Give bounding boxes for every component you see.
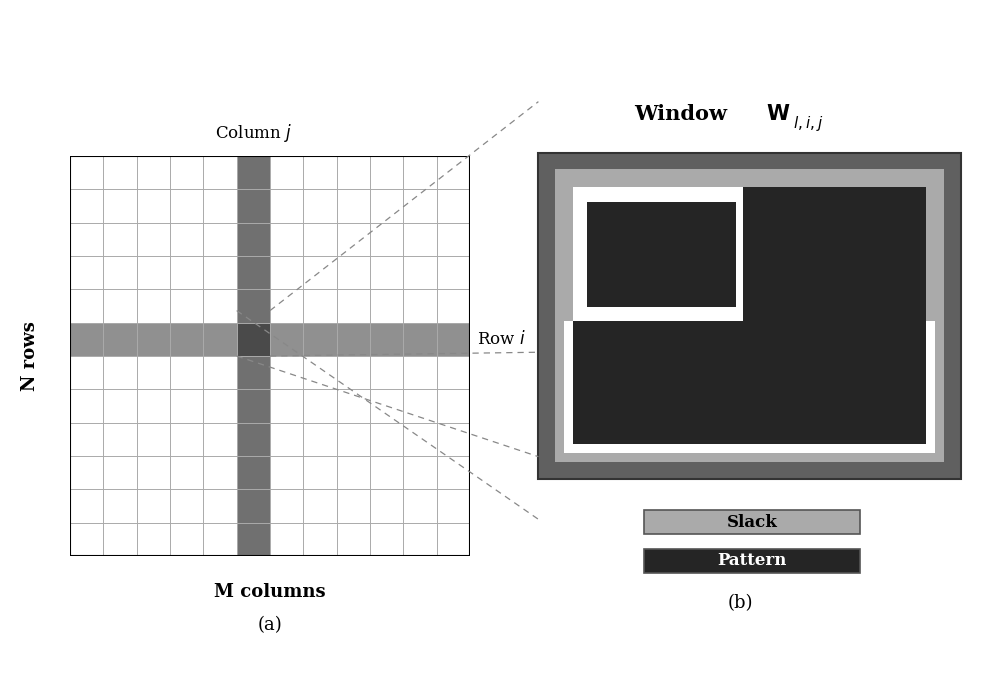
Bar — [555, 170, 944, 462]
Bar — [237, 156, 270, 556]
Text: Slack: Slack — [727, 514, 777, 530]
Bar — [573, 321, 926, 445]
Bar — [573, 187, 926, 445]
Bar — [564, 321, 935, 453]
Bar — [743, 187, 926, 321]
Text: Row $i$: Row $i$ — [477, 330, 525, 348]
Bar — [587, 202, 736, 306]
Bar — [70, 322, 470, 356]
Text: $\mathbf{W}$: $\mathbf{W}$ — [766, 104, 791, 124]
Text: M columns: M columns — [214, 583, 326, 601]
Text: N rows: N rows — [21, 321, 39, 391]
Text: Window: Window — [634, 104, 735, 124]
Text: Pattern: Pattern — [717, 552, 787, 569]
Text: Column $j$: Column $j$ — [215, 122, 292, 144]
Bar — [644, 510, 860, 534]
Text: (a): (a) — [258, 616, 282, 634]
Bar — [538, 153, 961, 479]
Bar — [237, 322, 270, 356]
Bar — [734, 187, 926, 329]
Bar — [644, 549, 860, 572]
Text: (b): (b) — [727, 594, 753, 612]
Text: $\mathit{l,i,j}$: $\mathit{l,i,j}$ — [793, 114, 823, 133]
